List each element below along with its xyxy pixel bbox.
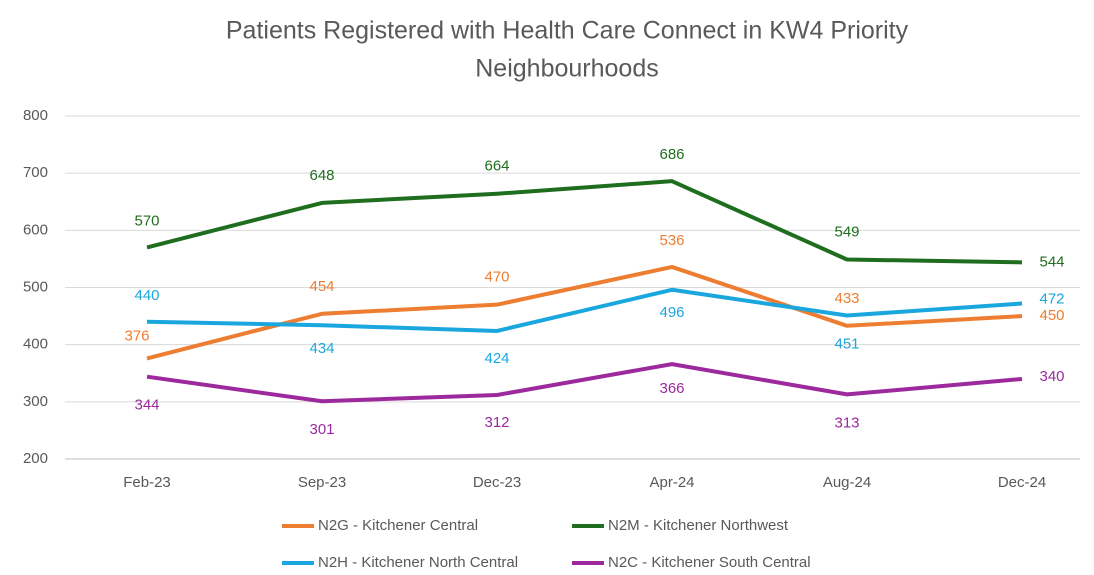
data-label: 549 <box>834 223 859 240</box>
series-line <box>146 264 1023 361</box>
data-label: 450 <box>1039 307 1064 324</box>
data-label: 570 <box>134 212 159 229</box>
series-line <box>146 287 1023 333</box>
data-label: 433 <box>834 290 859 307</box>
legend-label: N2G - Kitchener Central <box>318 517 478 534</box>
y-tick-label: 800 <box>23 107 48 124</box>
x-tick-label: Sep-23 <box>298 474 346 491</box>
data-label: 451 <box>834 335 859 352</box>
data-label: 544 <box>1039 253 1064 270</box>
y-tick-label: 300 <box>23 393 48 410</box>
data-label: 664 <box>484 158 509 175</box>
data-label: 424 <box>484 350 509 367</box>
data-label: 536 <box>659 232 684 249</box>
x-tick-label: Dec-24 <box>998 474 1046 491</box>
data-label: 434 <box>309 340 334 357</box>
y-tick-label: 200 <box>23 450 48 467</box>
y-tick-label: 700 <box>23 164 48 181</box>
y-tick-label: 600 <box>23 221 48 238</box>
data-label: 470 <box>484 269 509 286</box>
data-label: 301 <box>309 421 334 438</box>
data-label: 313 <box>834 414 859 431</box>
series-line <box>146 179 1023 265</box>
data-label: 340 <box>1039 368 1064 385</box>
data-label: 472 <box>1039 290 1064 307</box>
data-label: 376 <box>124 327 149 344</box>
data-label: 648 <box>309 167 334 184</box>
data-label: 344 <box>134 397 159 414</box>
data-label: 312 <box>484 414 509 431</box>
x-tick-label: Apr-24 <box>649 474 694 491</box>
y-tick-label: 400 <box>23 336 48 353</box>
data-label: 454 <box>309 278 334 295</box>
data-label: 440 <box>134 287 159 304</box>
chart-title: Neighbourhoods <box>475 55 658 83</box>
legend-label: N2M - Kitchener Northwest <box>608 517 789 534</box>
x-tick-label: Feb-23 <box>123 474 171 491</box>
y-tick-label: 500 <box>23 278 48 295</box>
x-tick-label: Dec-23 <box>473 474 521 491</box>
chart-title: Patients Registered with Health Care Con… <box>226 17 909 45</box>
x-tick-label: Aug-24 <box>823 474 871 491</box>
legend-label: N2C - Kitchener South Central <box>608 554 811 571</box>
series-line <box>146 362 1023 404</box>
data-label: 496 <box>659 304 684 321</box>
legend-label: N2H - Kitchener North Central <box>318 554 518 571</box>
data-label: 366 <box>659 380 684 397</box>
data-label: 686 <box>659 146 684 163</box>
